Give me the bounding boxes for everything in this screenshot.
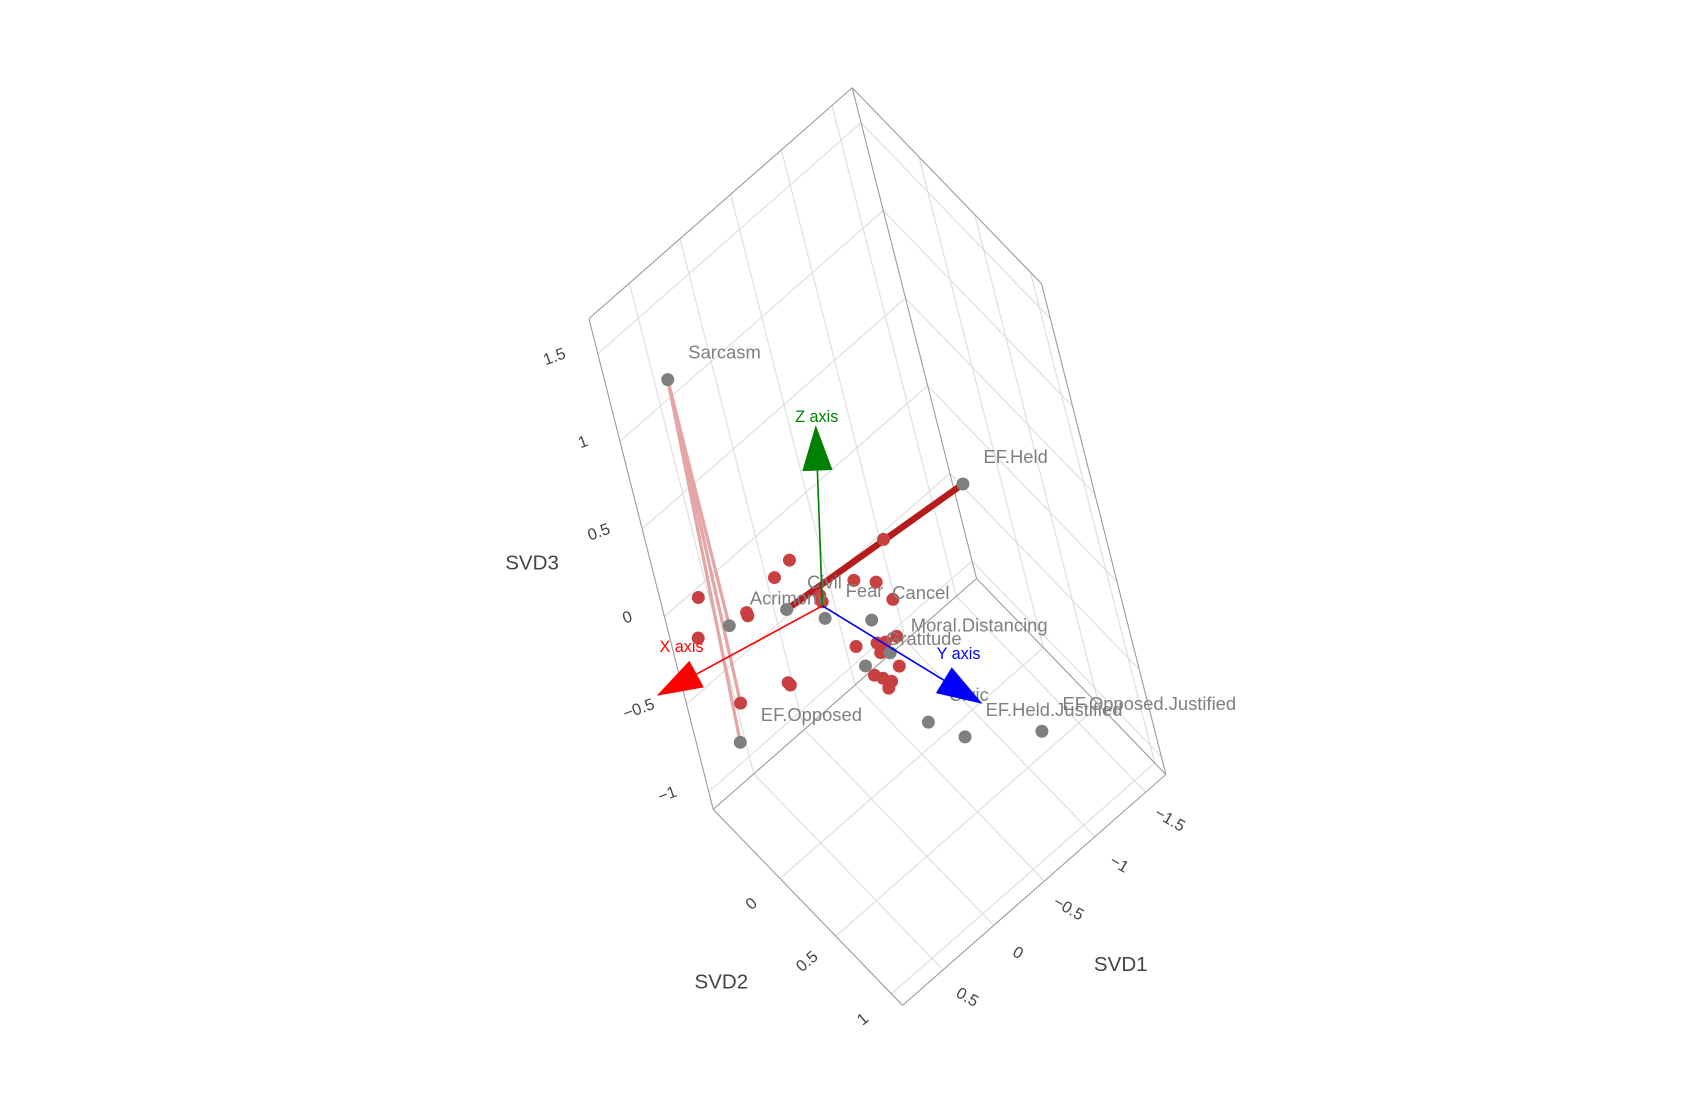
data-point (877, 532, 891, 546)
box-edge (712, 808, 903, 1006)
grid-line (597, 122, 862, 355)
data-point (783, 678, 797, 692)
point-label: Fear (846, 580, 884, 601)
arrow-head (802, 425, 833, 472)
grid-line (708, 560, 973, 793)
z-axis-title: SVD3 (505, 551, 559, 574)
data-point (733, 735, 747, 749)
grid-line (927, 385, 1118, 583)
data-point (885, 674, 899, 688)
point-label: Gratitude (886, 628, 962, 649)
point-label: Acrimony (750, 588, 827, 609)
arrow-shaft (696, 605, 823, 675)
data-point (741, 609, 755, 623)
grid-line (730, 194, 856, 686)
box-edge (588, 318, 714, 810)
x-axis-title: SVD1 (1094, 953, 1148, 976)
data-point (878, 635, 892, 649)
arrow-label: X axis (659, 638, 703, 656)
grid-line (905, 297, 1096, 495)
data-point (892, 659, 906, 673)
box-edge (976, 578, 1167, 775)
grid-line (679, 238, 805, 730)
data-point (921, 715, 935, 729)
grid-line (835, 704, 1100, 937)
data-point (782, 553, 796, 567)
arrow-shaft (821, 605, 945, 681)
point-label: EF.Held.Justified (986, 699, 1123, 720)
grid-line (779, 647, 1044, 879)
data-point (859, 659, 872, 673)
point-label: Sarcasm (688, 342, 761, 363)
box-edge (712, 578, 977, 810)
grid-line (949, 472, 1140, 670)
data-point (886, 592, 900, 606)
z-tick-label: −1 (656, 783, 680, 806)
point-label: Cancel (892, 582, 949, 603)
box-edge (851, 87, 1042, 285)
data-point (818, 611, 832, 625)
grid-line (619, 210, 884, 442)
arrow-head (935, 667, 983, 704)
data-point (767, 571, 781, 585)
y-axis-title: SVD2 (695, 971, 749, 994)
data-point (890, 629, 904, 643)
grid-line (971, 560, 1162, 758)
arrow-head (656, 660, 704, 696)
data-point (734, 696, 748, 710)
data-point (865, 613, 879, 627)
connector-line (666, 378, 743, 705)
data-point (958, 730, 972, 744)
data-point (847, 573, 861, 587)
grid-line (891, 762, 1156, 995)
point-label: EF.Opposed.Justified (1062, 693, 1236, 714)
grid-line (955, 595, 1147, 793)
data-point (691, 590, 705, 604)
grid-line (1029, 272, 1156, 764)
data-point (956, 477, 970, 491)
connector-line (783, 480, 967, 613)
arrow-label: Z axis (795, 408, 838, 426)
data-point (722, 619, 736, 633)
box-edge (1041, 283, 1167, 775)
point-label: Civil (807, 571, 842, 592)
grid-line (753, 773, 944, 971)
arrow-label: Y axis (937, 645, 981, 663)
data-point (691, 631, 705, 645)
grid-line (882, 210, 1074, 407)
grid-line (860, 122, 1051, 320)
data-point (874, 646, 888, 660)
arrow-shaft (816, 470, 824, 606)
grid-line (974, 214, 1100, 706)
grid-line (831, 105, 957, 597)
box-edge (588, 87, 853, 320)
grid-line (918, 156, 1044, 648)
grid-line (803, 729, 995, 926)
data-point (780, 603, 794, 616)
grid-line (905, 640, 1096, 838)
point-label: Moral.Distancing (911, 615, 1048, 636)
grid-line (780, 149, 907, 641)
point-label: EF.Opposed (761, 704, 862, 725)
grid-line (854, 684, 1045, 882)
data-point (849, 640, 863, 654)
data-point (1035, 724, 1049, 738)
grid-line (641, 297, 906, 530)
box-edge (902, 774, 1167, 1006)
box-edge (851, 87, 978, 579)
grid-line (628, 282, 755, 774)
data-point (869, 575, 883, 589)
data-point (661, 373, 675, 387)
point-label: EF.Held (983, 446, 1047, 467)
